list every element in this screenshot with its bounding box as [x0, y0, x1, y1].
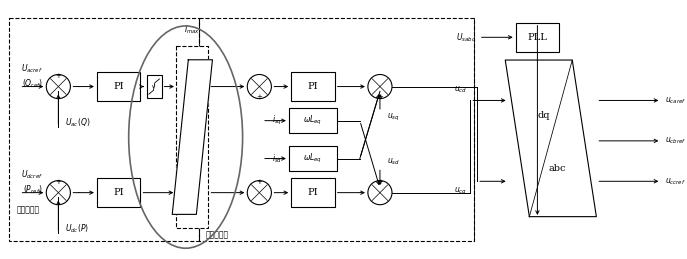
- Circle shape: [247, 181, 271, 205]
- Text: $u_{sd}$: $u_{sd}$: [387, 157, 400, 167]
- Text: $(P_{ref})$: $(P_{ref})$: [23, 184, 43, 196]
- Text: +: +: [377, 179, 383, 185]
- Bar: [10, 18, 199, 241]
- Text: PI: PI: [308, 82, 318, 91]
- Text: +: +: [56, 179, 61, 185]
- Text: PI: PI: [113, 188, 124, 197]
- Text: $U_{acref}$: $U_{acref}$: [21, 63, 43, 75]
- Text: $I_{max}$: $I_{max}$: [184, 24, 201, 36]
- Text: -: -: [78, 190, 80, 196]
- Text: $\omega L_{eq}$: $\omega L_{eq}$: [304, 152, 322, 165]
- Text: $U_{ac}(Q)$: $U_{ac}(Q)$: [65, 117, 91, 129]
- Text: $U_{dc}(P)$: $U_{dc}(P)$: [65, 223, 89, 235]
- Text: +: +: [256, 179, 262, 185]
- Polygon shape: [505, 60, 596, 217]
- Circle shape: [46, 75, 70, 99]
- Text: PI: PI: [113, 82, 124, 91]
- Bar: [97, 178, 140, 207]
- Text: +: +: [377, 94, 383, 100]
- Circle shape: [368, 181, 392, 205]
- Text: $u_{cq}$: $u_{cq}$: [454, 186, 467, 197]
- Text: -: -: [359, 84, 361, 90]
- Text: $i_{sq}$: $i_{sq}$: [272, 114, 282, 127]
- Text: 外环控制器: 外环控制器: [16, 205, 39, 214]
- Text: $\omega L_{eq}$: $\omega L_{eq}$: [304, 114, 322, 127]
- Text: $u_{sq}$: $u_{sq}$: [387, 112, 399, 123]
- Text: -: -: [238, 84, 240, 90]
- Circle shape: [247, 75, 271, 99]
- Circle shape: [46, 181, 70, 205]
- Text: 内环控制器: 内环控制器: [205, 231, 229, 240]
- Text: +: +: [256, 94, 262, 100]
- Text: $u_{caref}$: $u_{caref}$: [665, 95, 686, 106]
- Circle shape: [368, 75, 392, 99]
- Text: PI: PI: [308, 188, 318, 197]
- Text: $(Q_{ref})$: $(Q_{ref})$: [22, 78, 43, 90]
- Text: dq: dq: [538, 111, 550, 120]
- Bar: [516, 23, 559, 52]
- Text: $u_{cd}$: $u_{cd}$: [454, 85, 467, 95]
- Text: $v$: $v$: [152, 83, 157, 90]
- Polygon shape: [172, 60, 212, 214]
- Text: -: -: [359, 190, 361, 196]
- Text: $i_{sd}$: $i_{sd}$: [272, 152, 282, 165]
- Bar: [291, 178, 335, 207]
- Text: $u_{cbref}$: $u_{cbref}$: [665, 136, 686, 146]
- Bar: [289, 108, 337, 133]
- Text: abc: abc: [549, 164, 566, 173]
- Bar: [291, 72, 335, 101]
- Text: +: +: [56, 73, 61, 79]
- Text: -: -: [238, 190, 240, 196]
- Text: -: -: [78, 84, 80, 90]
- Text: PLL: PLL: [528, 33, 548, 42]
- Bar: [199, 18, 474, 241]
- Bar: [289, 146, 337, 171]
- Text: $U_{sabc}$: $U_{sabc}$: [455, 31, 475, 44]
- Bar: [177, 46, 208, 228]
- Bar: [97, 72, 140, 101]
- Text: $u_{ccref}$: $u_{ccref}$: [665, 176, 686, 186]
- Bar: [147, 75, 161, 98]
- Text: $U_{dcref}$: $U_{dcref}$: [21, 169, 43, 181]
